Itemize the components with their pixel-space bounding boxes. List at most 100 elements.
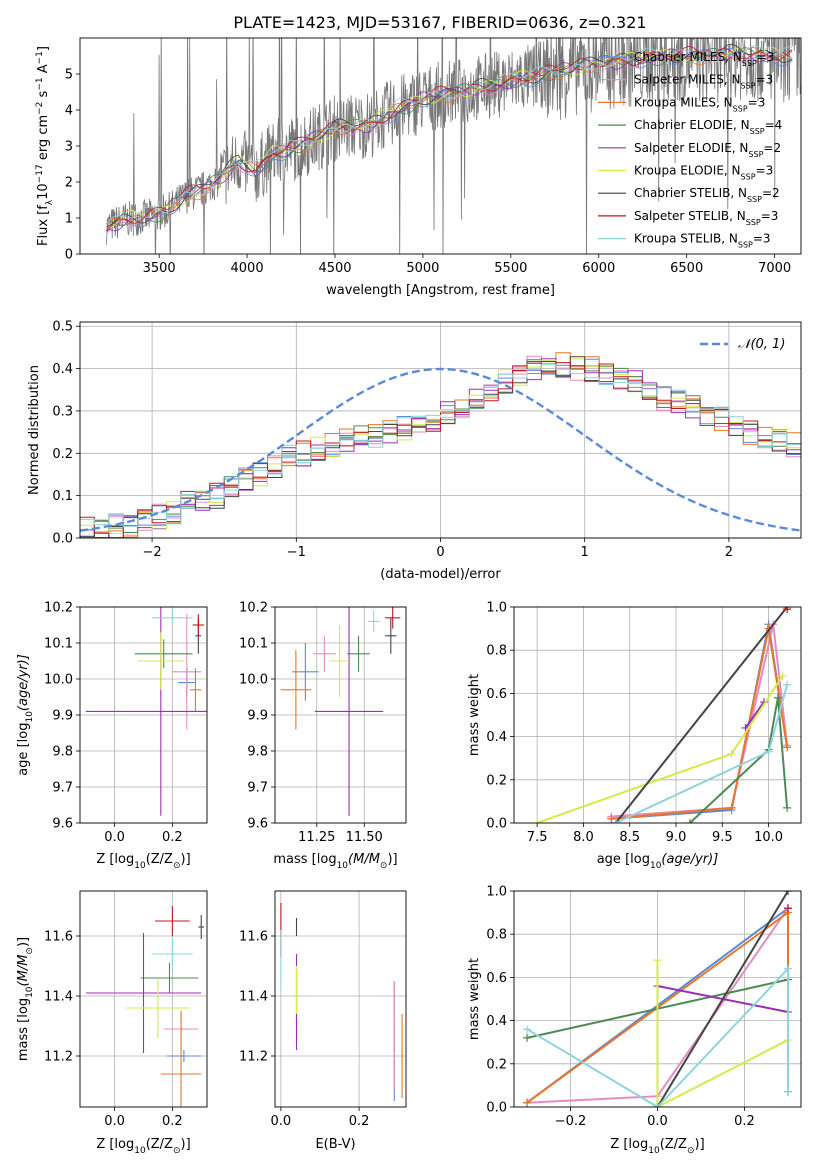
y-tick-label: 0.4 [52,362,73,377]
x-tick-label: 6500 [670,261,703,276]
mass-weight-marker [685,819,694,823]
mass-vs-extinction-frame [274,890,407,1108]
mass-weight-marker [727,749,736,758]
residual-histogram-step [80,359,801,538]
y-tick-label: 10.1 [44,637,73,652]
residual-histogram-step [80,358,801,534]
legend-entry-part: Chabrier STELIB, N [634,186,747,200]
residuals-plot-area [80,352,801,538]
residual-histogram-step [80,358,801,538]
y-tick-label: 1 [65,212,73,227]
mass-vs-metallicity-x-label-part: (Z/Z [146,1137,173,1152]
x-tick-label: 7.5 [527,830,548,845]
legend-entry: Chabrier ELODIE, NSSP=4 [634,118,782,136]
legend-entry-part: SSP [747,195,762,204]
mass-weight-marker [764,747,773,756]
mass-vs-metallicity-x-label: Z [log10(Z/Z⊙)] [96,1137,190,1156]
x-tick-label: 0.2 [349,1114,370,1129]
residuals-legend-label: 𝒩(0, 1) [738,337,785,352]
mass-vs-metallicity-x-label-part: ⊙ [173,1146,181,1156]
mass-weight-marker [653,1103,662,1107]
mass-weight-marker [783,743,792,752]
mass-weight-marker [778,672,787,681]
y-tick-label: 0.8 [486,928,507,943]
spectrum-y-label-part: −1 [35,51,45,64]
mass-weight-marker [523,1098,532,1107]
legend-entry-part: SSP [733,104,748,113]
y-tick-label: 11.2 [239,1050,268,1065]
age-vs-metallicity-y-label-part: (age/yr)] [16,654,31,711]
x-tick-label: 0.0 [104,830,125,845]
spectrum-y-label-part: Flux [f [36,205,51,246]
y-tick-label: 0.0 [52,532,73,547]
x-tick-label: −0.2 [555,1114,587,1129]
age-vs-mass-x-label-part: )] [387,852,397,867]
age-vs-metallicity-axes: 0.0 0.2 9.6 9.7 9.8 9.9 10.0 10.1 10.2 [44,601,207,845]
y-tick-label: 10.1 [239,637,268,652]
age-vs-metallicity-x-label: Z [log10(Z/Z⊙)] [96,852,190,871]
weight-vs-age-y-label: mass weight [467,674,482,756]
mass-weight-line [656,891,789,1107]
spectrum-y-label: Flux [fλ10−17 erg cm−2 s−1 A−1] [35,46,55,246]
legend-entry: Salpeter STELIB, NSSP=3 [634,209,778,227]
legend-entry-part: SSP [741,81,756,90]
weight-vs-metallicity-frame [513,890,802,1108]
legend-entry-part: =4 [765,118,783,132]
legend-entry-part: =3 [756,164,774,178]
y-tick-label: 1.0 [486,885,507,900]
mass-weight-marker [523,1025,532,1034]
x-tick-label: 1 [581,545,589,560]
y-tick-label: 0.1 [52,489,73,504]
y-tick-label: 11.4 [239,990,268,1005]
x-tick-label: 9.0 [666,830,687,845]
y-tick-label: 9.7 [247,781,268,796]
x-tick-label: 8.0 [573,830,594,845]
legend-entry-part: SSP [738,240,753,249]
mass-vs-metallicity-frame [79,890,208,1108]
legend-entry-part: =2 [762,186,780,200]
legend-entry: Kroupa MILES, NSSP=3 [634,95,765,113]
legend-entry-part: Salpeter MILES, N [634,73,741,87]
y-tick-label: 0 [65,248,73,263]
mass-vs-metallicity-y-label-part: )] [16,937,31,947]
x-tick-label: 5000 [406,261,439,276]
residuals-x-label: (data-model)/error [380,567,501,582]
weight-vs-age-frame [513,606,802,824]
x-tick-label: 11.50 [346,830,383,845]
mass-weight-marker [523,1033,532,1042]
mass-weight-line [611,624,789,818]
spectrum-y-label-part: −1 [35,77,45,90]
mass-weight-line [744,701,765,729]
mass-vs-metallicity-y-label-part: ⊙ [25,947,35,955]
residual-histogram-step [80,352,801,538]
x-tick-label: 0.2 [162,830,183,845]
legend-entry-part: =3 [753,232,771,246]
y-tick-label: 0.2 [486,773,507,788]
spectrum-data-line [106,38,801,254]
legend-entry-part: Kroupa MILES, N [634,95,733,109]
weight-vs-metallicity-plot-area [523,891,792,1107]
x-tick-label: 10.0 [754,830,783,845]
mass-vs-extinction-x-label: E(B-V) [315,1137,355,1152]
weight-vs-age-x-label: age [log10(age/yr)] [597,852,719,871]
y-tick-label: 9.8 [247,745,268,760]
weight-vs-metallicity-x-label: Z [log10(Z/Z⊙)] [610,1137,704,1156]
age-vs-mass-frame [274,606,407,824]
x-tick-label: 5500 [494,261,527,276]
y-tick-label: 11.6 [44,930,73,945]
y-tick-label: 1.0 [486,601,507,616]
weight-vs-metallicity-x-label-part: 10 [648,1146,660,1156]
mass-vs-metallicity-y-label-part: mass [log [16,998,31,1061]
y-tick-label: 10.2 [239,601,268,616]
mass-vs-metallicity-x-label-part: )] [181,1137,191,1152]
legend-entry-part: Kroupa ELODIE, N [634,164,741,178]
mass-vs-metallicity-y-label: mass [log10(M/M⊙)] [16,937,35,1061]
mass-vs-extinction-axes: 0.0 0.2 11.2 11.4 11.6 [239,891,406,1129]
mass-vs-metallicity-y-label-part: 10 [25,986,35,998]
mass-vs-extinction-plot-area [280,903,403,1101]
x-tick-label: 6000 [582,261,615,276]
mass-vs-metallicity-x-label-part: Z [log [96,1137,134,1152]
weight-vs-metallicity-x-label-part: ⊙ [687,1146,695,1156]
spectrum-y-label-part: −17 [35,164,45,183]
legend-entry-part: SSP [746,217,761,226]
